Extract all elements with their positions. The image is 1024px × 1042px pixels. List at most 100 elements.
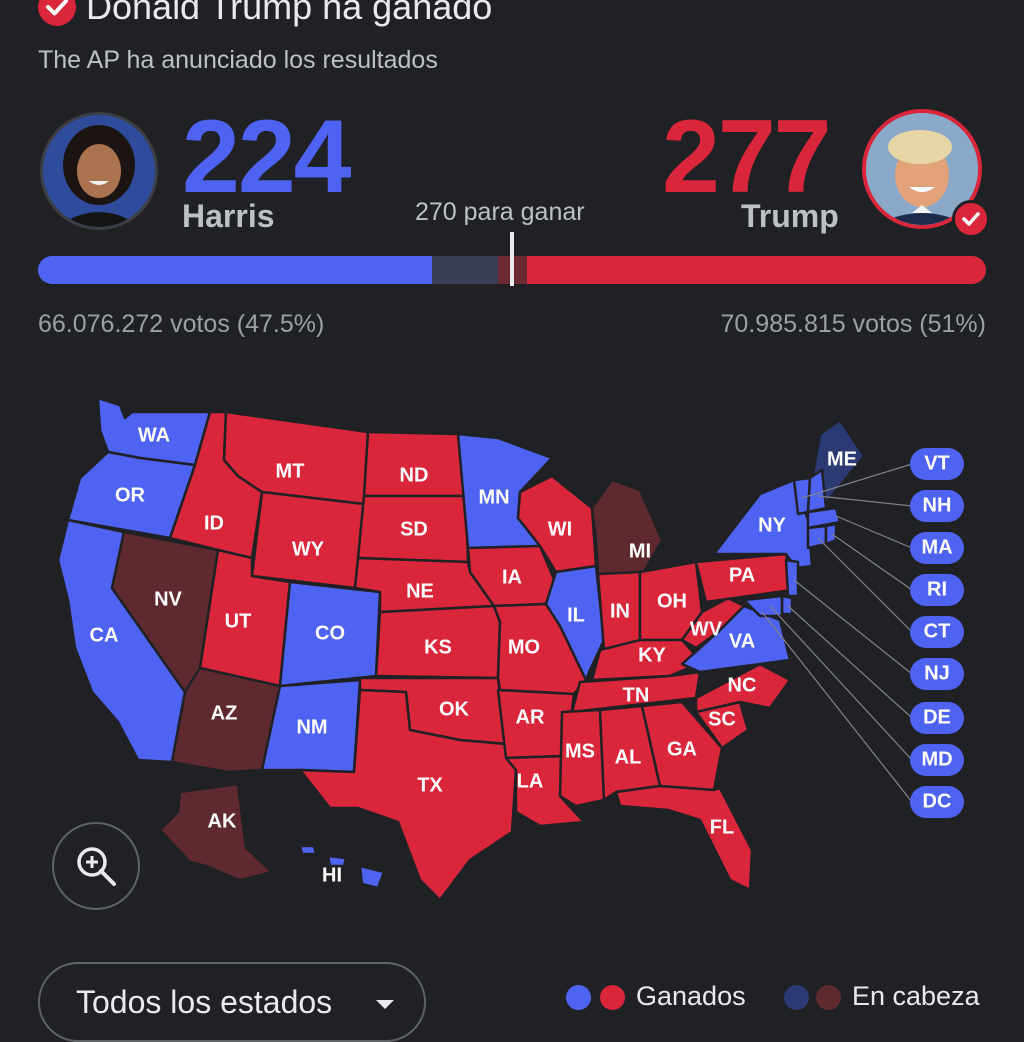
check-icon xyxy=(38,0,76,26)
us-electoral-map[interactable]: WA OR CA NV ID MT WY UT AZ CO NM ND SD N… xyxy=(0,380,1024,900)
label-az: AZ xyxy=(211,702,238,724)
pill-md[interactable]: MD xyxy=(910,744,964,776)
chevron-down-icon[interactable] xyxy=(376,1000,394,1009)
svg-text:MD: MD xyxy=(921,748,952,770)
winner-check-icon xyxy=(952,200,990,238)
label-nv: NV xyxy=(154,588,182,610)
legend-rep-won-swatch xyxy=(600,985,625,1010)
state-ms xyxy=(558,708,606,808)
pill-vt[interactable]: VT xyxy=(910,448,964,480)
label-co: CO xyxy=(315,622,345,644)
state-labels: WA OR CA NV ID MT WY UT AZ CO NM ND SD N… xyxy=(90,424,857,886)
label-ar: AR xyxy=(516,706,545,728)
label-wi: WI xyxy=(548,518,572,540)
svg-text:RI: RI xyxy=(927,578,947,600)
pill-nj[interactable]: NJ xyxy=(910,658,964,690)
label-me: ME xyxy=(827,448,857,470)
small-state-pills: VT NH MA RI CT NJ DE MD DC xyxy=(910,448,964,818)
label-or: OR xyxy=(115,484,146,506)
label-sc: SC xyxy=(708,708,736,730)
zoom-in-button[interactable] xyxy=(52,822,140,910)
label-fl: FL xyxy=(710,816,734,838)
label-la: LA xyxy=(517,770,544,792)
headline: Donald Trump ha ganado xyxy=(86,0,493,27)
label-ut: UT xyxy=(225,610,252,632)
label-ks: KS xyxy=(424,636,452,658)
state-ak xyxy=(158,782,274,882)
label-ak: AK xyxy=(208,810,237,832)
small-state-leaders xyxy=(761,463,913,803)
harris-leading-segment xyxy=(432,256,498,284)
svg-text:MA: MA xyxy=(921,536,952,558)
label-ne: NE xyxy=(406,580,434,602)
label-mt: MT xyxy=(276,460,305,482)
svg-text:DC: DC xyxy=(923,790,952,812)
label-wv: WV xyxy=(690,618,723,640)
svg-text:CT: CT xyxy=(924,620,951,642)
pill-ct[interactable]: CT xyxy=(910,616,964,648)
svg-text:DE: DE xyxy=(923,706,951,728)
legend-won-label: Ganados xyxy=(636,981,746,1011)
state-wv xyxy=(680,596,746,650)
label-hi: HI xyxy=(322,864,342,886)
state-ct xyxy=(806,524,828,550)
label-ky: KY xyxy=(638,644,666,666)
label-mi: MI xyxy=(629,540,651,562)
label-nd: ND xyxy=(400,464,429,486)
state-tn xyxy=(570,670,702,714)
label-sd: SD xyxy=(400,518,428,540)
pill-dc[interactable]: DC xyxy=(910,786,964,818)
svg-text:VT: VT xyxy=(924,452,950,474)
label-ms: MS xyxy=(565,740,595,762)
label-oh: OH xyxy=(657,590,687,612)
label-va: VA xyxy=(729,630,755,652)
threshold-label: 270 para ganar xyxy=(415,198,585,226)
pill-ma[interactable]: MA xyxy=(910,532,964,564)
trump-name: Trump xyxy=(741,198,839,234)
state-ma xyxy=(806,506,842,530)
label-nc: NC xyxy=(728,674,757,696)
label-wa: WA xyxy=(138,424,170,446)
state-hi xyxy=(298,844,386,890)
trump-electoral-votes: 277 xyxy=(662,99,832,215)
label-al: AL xyxy=(615,746,642,768)
label-tx: TX xyxy=(417,774,443,796)
state-md xyxy=(742,594,784,618)
harris-electoral-votes: 224 xyxy=(182,99,352,215)
harris-name: Harris xyxy=(182,198,275,234)
label-ga: GA xyxy=(667,738,697,760)
harris-portrait-icon[interactable] xyxy=(40,112,158,230)
label-wy: WY xyxy=(292,538,325,560)
label-ny: NY xyxy=(758,514,786,536)
pill-ri[interactable]: RI xyxy=(910,574,964,606)
label-nm: NM xyxy=(296,716,327,738)
state-shapes xyxy=(56,396,866,900)
legend-leading-label: En cabeza xyxy=(852,981,980,1011)
legend-rep-leading-swatch xyxy=(816,985,841,1010)
legend-dem-leading-swatch xyxy=(784,985,809,1010)
label-pa: PA xyxy=(729,564,755,586)
label-tn: TN xyxy=(623,684,650,706)
states-dropdown-label[interactable]: Todos los estados xyxy=(76,984,333,1020)
legend-dem-won-swatch xyxy=(566,985,591,1010)
state-mi xyxy=(590,478,664,576)
state-ri xyxy=(824,522,838,546)
label-ca: CA xyxy=(90,624,119,646)
label-il: IL xyxy=(567,604,585,626)
harris-popular-votes: 66.076.272 votos (47.5%) xyxy=(38,310,325,338)
label-ok: OK xyxy=(439,698,470,720)
state-tx xyxy=(298,688,518,900)
label-ia: IA xyxy=(502,566,522,588)
zoom-in-icon xyxy=(77,847,116,886)
svg-text:NJ: NJ xyxy=(924,662,950,684)
threshold-marker xyxy=(510,232,514,286)
label-mn: MN xyxy=(478,486,509,508)
svg-text:NH: NH xyxy=(923,494,952,516)
label-mo: MO xyxy=(508,636,540,658)
pill-nh[interactable]: NH xyxy=(910,490,964,522)
pill-de[interactable]: DE xyxy=(910,702,964,734)
label-in: IN xyxy=(610,600,630,622)
subtitle: The AP ha anunciado los resultados xyxy=(38,46,438,74)
harris-won-segment xyxy=(38,256,433,284)
state-fl xyxy=(614,784,754,892)
